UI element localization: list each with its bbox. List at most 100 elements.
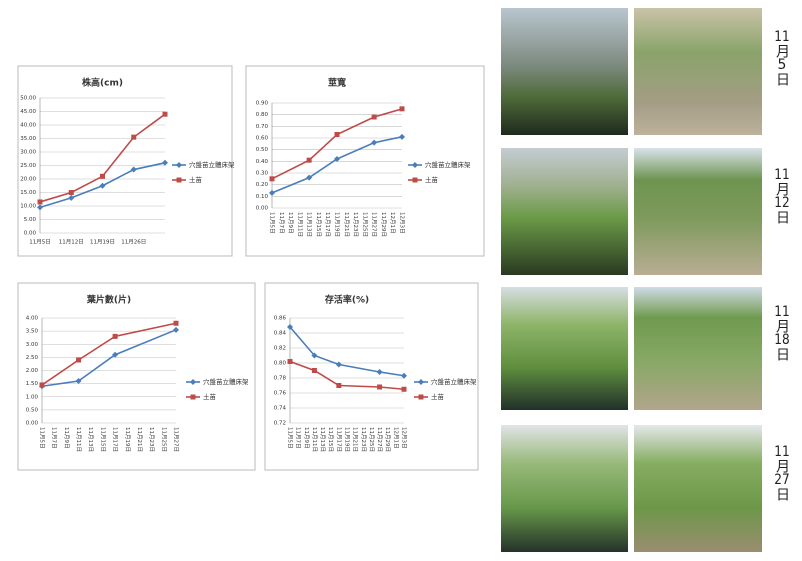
legend-label: 穴盤苗立體床架 — [203, 377, 249, 386]
x-tick-label: 11月17日 — [335, 427, 342, 452]
x-tick-label: 11月21日 — [352, 427, 359, 452]
chart-title: 存活率(%) — [325, 294, 369, 306]
legend-marker — [176, 162, 182, 168]
y-tick-label: 0.20 — [256, 182, 269, 188]
x-tick-label: 11月9日 — [287, 212, 294, 234]
y-tick-label: 10.00 — [20, 204, 36, 210]
date-label: 11月18日 — [774, 305, 790, 361]
y-tick-label: 1.00 — [26, 394, 39, 400]
chart-frame — [264, 282, 479, 471]
x-tick-label: 11月21日 — [343, 212, 350, 237]
marker — [100, 173, 105, 179]
legend-marker — [412, 162, 418, 168]
x-tick-label: 11月13日 — [87, 427, 94, 452]
legend-label: 土苗 — [203, 392, 217, 401]
x-tick-label: 11月13日 — [319, 427, 326, 452]
marker — [311, 352, 318, 359]
marker — [399, 106, 405, 112]
marker — [306, 157, 312, 163]
marker — [162, 111, 168, 117]
marker — [401, 386, 407, 392]
x-tick-label: 11月15日 — [315, 212, 322, 237]
x-tick-label: 11月27日 — [173, 427, 180, 452]
y-tick-label: 0.74 — [274, 406, 287, 412]
y-tick-label: 0.40 — [256, 159, 269, 165]
x-tick-label: 11月11日 — [311, 427, 318, 452]
x-tick-label: 11月27日 — [371, 212, 378, 237]
y-tick-label: 4.00 — [26, 316, 39, 322]
series-line — [41, 329, 177, 388]
x-tick-label: 11月29日 — [384, 427, 391, 452]
x-tick-label: 11月12日 — [59, 239, 84, 246]
marker — [371, 114, 377, 120]
marker — [287, 324, 293, 330]
chart-frame — [17, 282, 256, 471]
marker — [335, 361, 342, 368]
x-tick-label: 11月5日 — [269, 212, 276, 234]
y-tick-label: 0.30 — [256, 171, 269, 177]
x-tick-label: 11月9日 — [303, 427, 310, 449]
legend-marker — [190, 379, 196, 385]
legend-label: 土苗 — [425, 175, 439, 184]
marker — [334, 132, 340, 137]
marker — [173, 326, 179, 333]
y-tick-label: 35.00 — [20, 136, 36, 142]
x-tick-label: 11月5日 — [29, 239, 51, 246]
x-tick-label: 11月19日 — [334, 212, 341, 237]
photo — [501, 8, 628, 135]
y-tick-label: 0.10 — [256, 194, 269, 200]
y-tick-label: 0.84 — [274, 331, 287, 337]
chart-title: 莖寬 — [328, 77, 346, 89]
x-tick-label: 12月1日 — [389, 212, 396, 234]
y-tick-label: 3.50 — [26, 329, 39, 335]
marker — [131, 134, 137, 140]
x-tick-label: 11月19日 — [90, 239, 115, 246]
y-tick-label: 3.00 — [26, 342, 39, 348]
legend-label: 穴盤苗立體床架 — [425, 160, 471, 169]
marker — [37, 204, 43, 211]
legend-marker — [190, 394, 196, 400]
y-tick-label: 0.80 — [274, 361, 287, 367]
y-tick-label: 0.50 — [26, 407, 39, 413]
y-tick-label: 0.60 — [256, 136, 269, 142]
y-tick-label: 0.80 — [256, 112, 269, 118]
photo — [634, 287, 762, 410]
photo — [634, 148, 762, 275]
x-tick-label: 11月17日 — [324, 212, 331, 237]
x-tick-label: 11月21日 — [136, 427, 143, 452]
x-tick-label: 11月25日 — [361, 212, 368, 237]
chart-title: 株高(cm) — [82, 77, 123, 89]
x-tick-label: 11月5日 — [287, 427, 294, 449]
y-tick-label: 1.50 — [26, 381, 39, 387]
marker — [306, 174, 313, 181]
y-tick-label: 20.00 — [20, 177, 36, 183]
x-tick-label: 11月7日 — [278, 212, 285, 234]
x-tick-label: 11月23日 — [360, 427, 367, 452]
marker — [376, 369, 383, 375]
x-tick-label: 11月19日 — [344, 427, 351, 452]
x-tick-label: 11月15日 — [99, 427, 106, 452]
y-tick-label: 0.86 — [274, 316, 287, 322]
legend-label: 土苗 — [431, 392, 445, 401]
photo — [501, 148, 628, 275]
marker — [112, 351, 119, 358]
x-tick-label: 11月15日 — [327, 427, 334, 452]
x-tick-label: 11月17日 — [112, 427, 119, 452]
y-tick-label: 5.00 — [24, 217, 37, 223]
marker — [401, 372, 407, 379]
marker — [173, 320, 179, 326]
marker — [130, 166, 137, 173]
x-tick-label: 11月13日 — [306, 212, 313, 237]
marker — [68, 190, 74, 195]
charts: 株高(cm) 0.00 5.00 10.00 15.00 20.00 25.00 30.00 3… — [17, 65, 485, 471]
marker — [377, 384, 383, 390]
date-label: 11月27日 — [774, 445, 790, 501]
marker — [336, 383, 342, 388]
chart-title: 葉片數(片) — [86, 294, 131, 306]
x-tick-label: 11月19日 — [124, 427, 131, 452]
x-tick-label: 11月7日 — [51, 427, 58, 449]
marker — [311, 368, 317, 373]
photo — [634, 8, 762, 135]
y-tick-label: 2.00 — [26, 368, 39, 374]
